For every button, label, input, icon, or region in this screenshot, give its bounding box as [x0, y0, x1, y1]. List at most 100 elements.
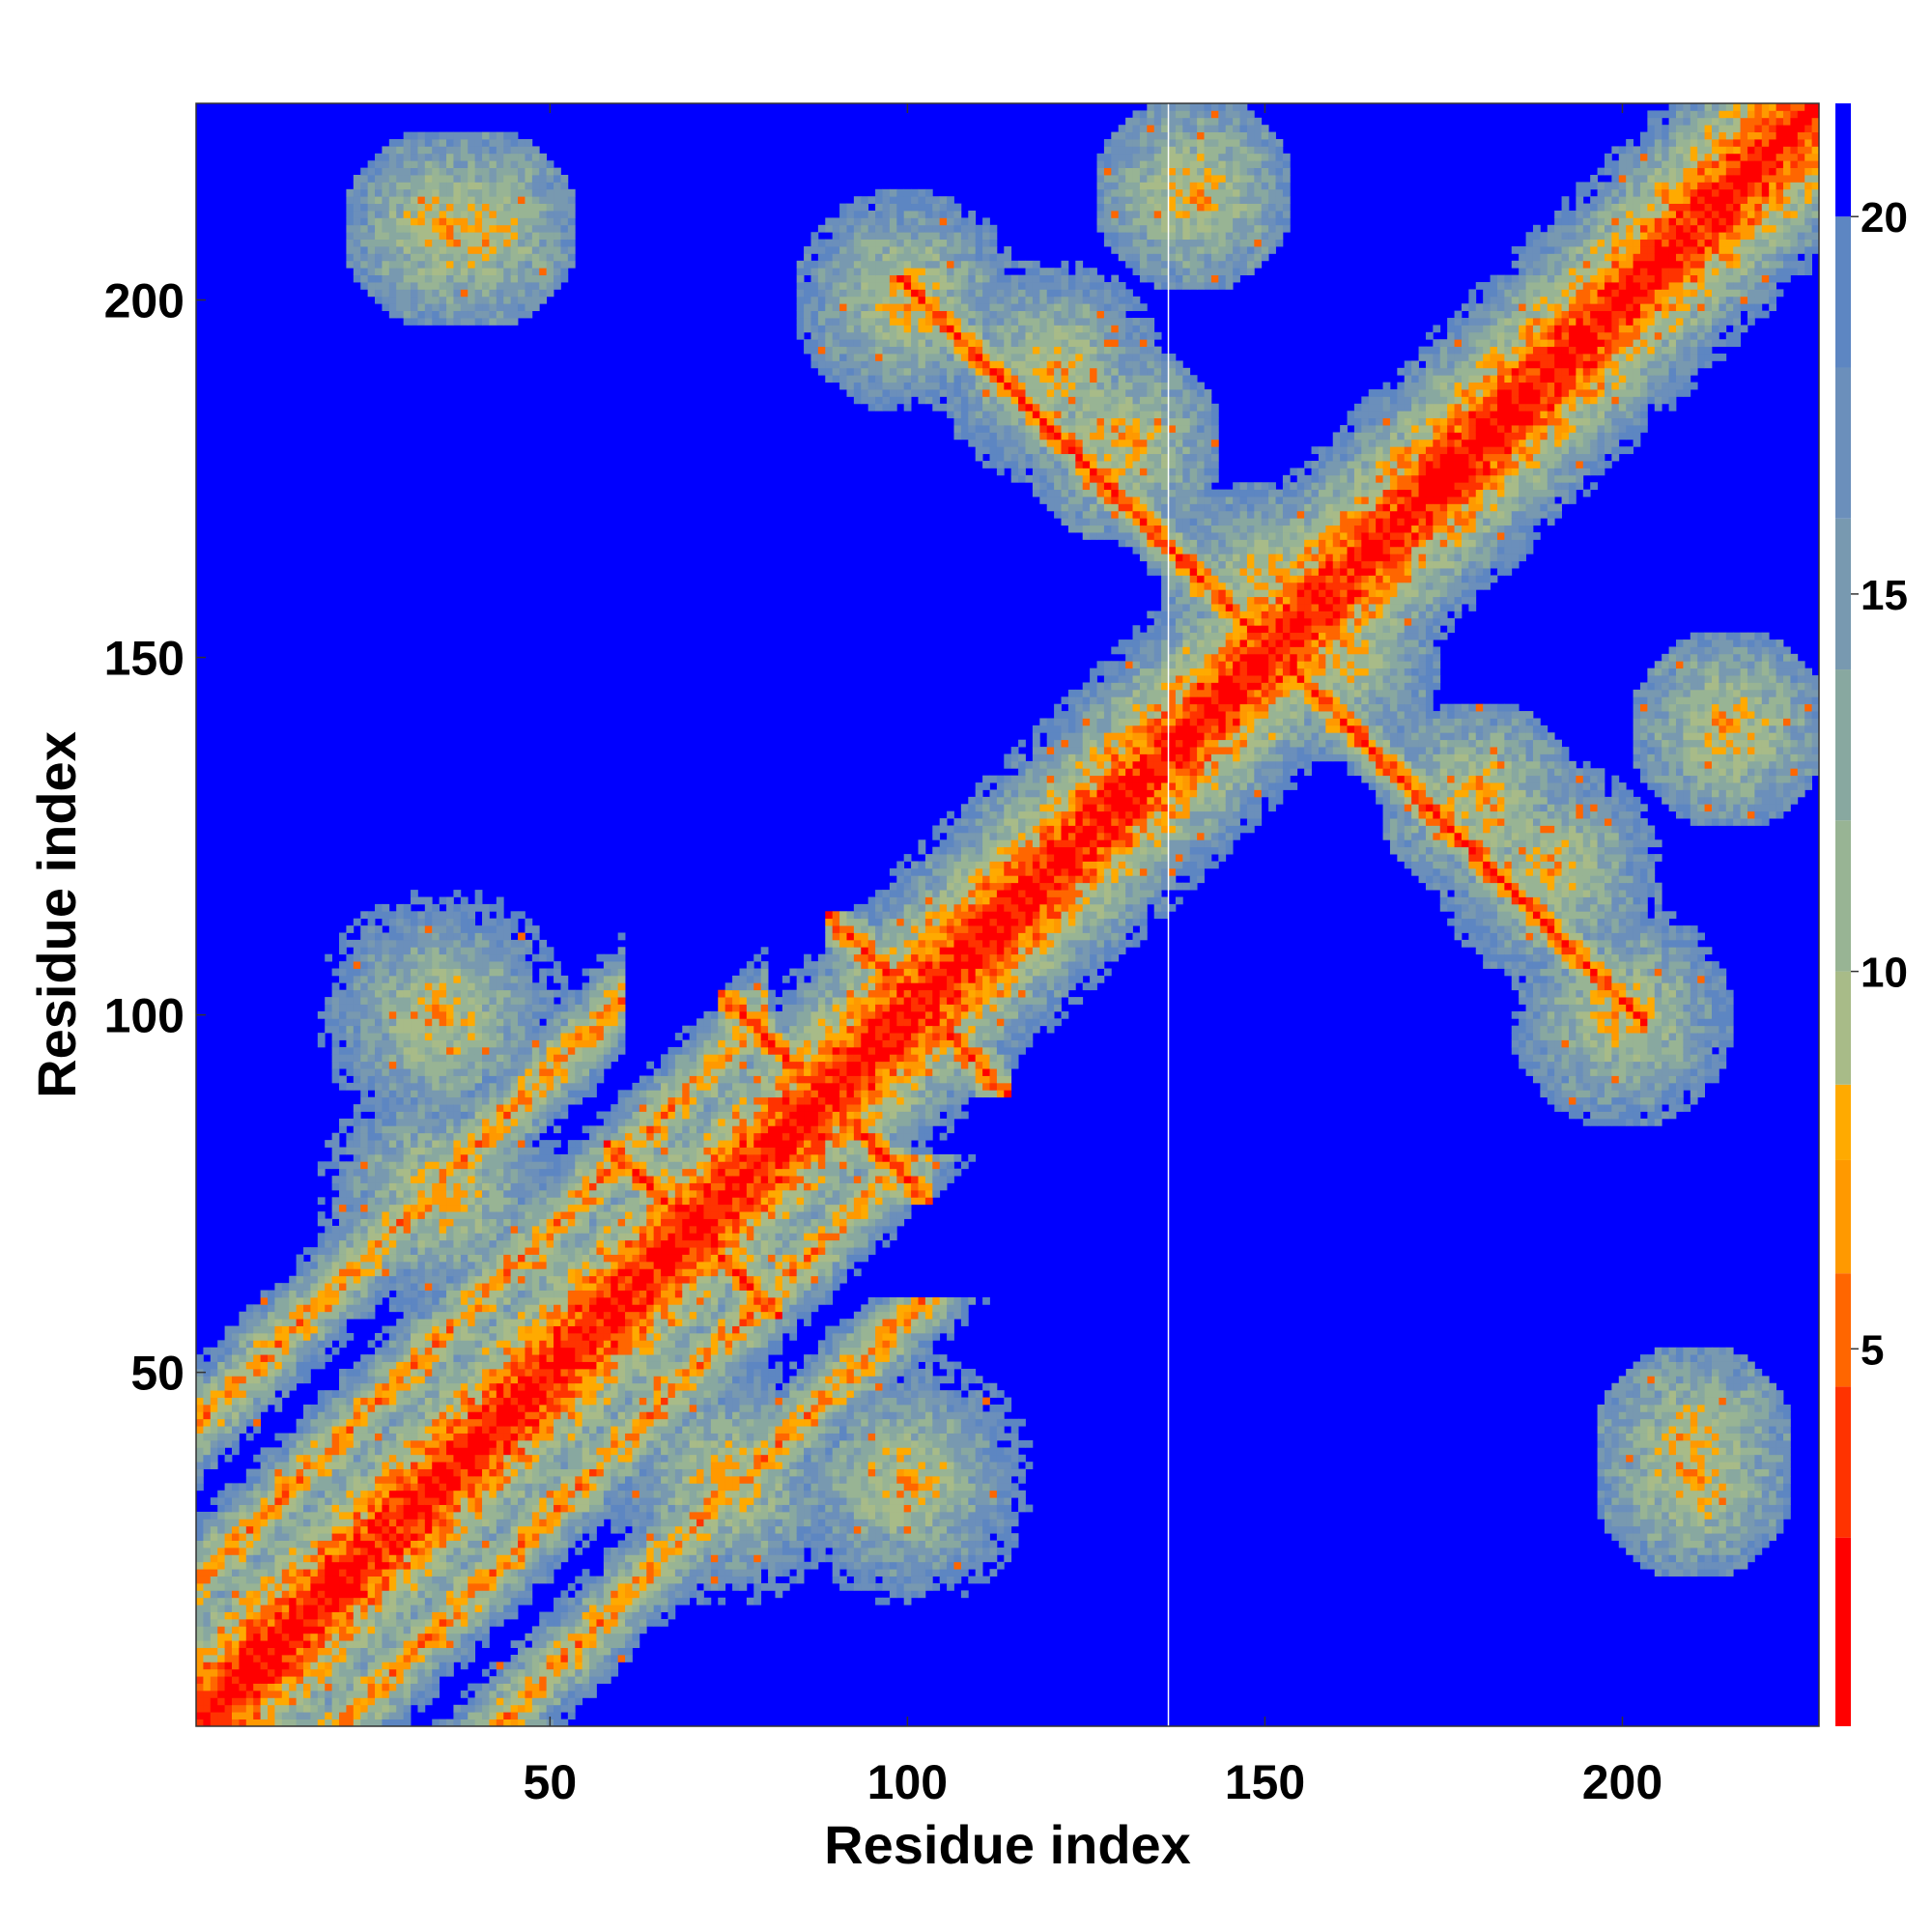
heatmap-cell	[539, 168, 547, 176]
heatmap-cell	[425, 1577, 433, 1584]
heatmap-cell	[475, 976, 483, 983]
heatmap-cell	[532, 1712, 540, 1719]
heatmap-cell	[339, 1083, 347, 1091]
heatmap-cell	[440, 1148, 447, 1155]
heatmap-cell	[289, 1291, 297, 1298]
heatmap-cell	[411, 990, 418, 998]
heatmap-cell	[489, 1619, 497, 1627]
heatmap-cell	[360, 933, 368, 941]
heatmap-cell	[375, 1440, 383, 1448]
heatmap-cell	[453, 1447, 461, 1455]
heatmap-cell	[446, 1125, 454, 1133]
heatmap-cell	[503, 1497, 511, 1505]
heatmap-cell	[404, 1255, 412, 1263]
heatmap-cell	[482, 289, 490, 297]
heatmap-cell	[453, 1655, 461, 1662]
heatmap-cell	[404, 1291, 412, 1298]
heatmap-cell	[425, 1233, 433, 1240]
heatmap-cell	[539, 232, 547, 240]
heatmap-cell	[475, 1719, 483, 1727]
heatmap-cell	[497, 1605, 504, 1612]
heatmap-cell	[518, 189, 526, 197]
heatmap-cell	[354, 1312, 361, 1320]
heatmap-cell	[382, 1712, 389, 1719]
heatmap-cell	[196, 1541, 204, 1548]
heatmap-cell	[446, 1154, 454, 1162]
heatmap-cell	[417, 961, 425, 969]
heatmap-cell	[368, 1405, 376, 1412]
heatmap-cell	[289, 1297, 297, 1305]
heatmap-cell	[325, 1519, 332, 1526]
heatmap-cell	[432, 940, 440, 948]
heatmap-cell	[396, 1612, 404, 1620]
heatmap-cell	[360, 282, 368, 290]
heatmap-cell	[396, 911, 404, 919]
heatmap-cell	[461, 1598, 469, 1605]
heatmap-cell	[368, 261, 376, 269]
heatmap-cell	[211, 1533, 218, 1541]
heatmap-cell	[497, 1340, 504, 1348]
heatmap-cell	[468, 1240, 475, 1248]
heatmap-cell	[375, 904, 383, 912]
heatmap-cell	[532, 217, 540, 225]
heatmap-cell	[282, 1548, 290, 1555]
heatmap-cell	[440, 268, 447, 275]
heatmap-cell	[539, 1040, 547, 1048]
heatmap-cell	[525, 175, 532, 183]
heatmap-cell	[489, 1133, 497, 1141]
heatmap-cell	[440, 1455, 447, 1463]
heatmap-cell	[303, 1469, 311, 1477]
heatmap-cell	[497, 1419, 504, 1427]
heatmap-cell	[417, 146, 425, 154]
heatmap-cell	[425, 997, 433, 1005]
heatmap-cell	[282, 1541, 290, 1548]
heatmap-cell	[239, 1333, 246, 1341]
heatmap-cell	[446, 311, 454, 319]
heatmap-cell	[289, 1512, 297, 1520]
heatmap-cell	[461, 261, 469, 269]
heatmap-cell	[282, 1455, 290, 1463]
heatmap-cell	[489, 1068, 497, 1076]
heatmap-cell	[417, 139, 425, 147]
heatmap-cell	[346, 1583, 354, 1591]
heatmap-cell	[404, 1054, 412, 1062]
heatmap-cell	[225, 1634, 233, 1641]
heatmap-cell	[303, 1426, 311, 1434]
heatmap-cell	[389, 1154, 397, 1162]
heatmap-cell	[396, 1083, 404, 1091]
heatmap-cell	[468, 1577, 475, 1584]
heatmap-cells	[196, 103, 1819, 1726]
heatmap-cell	[461, 1462, 469, 1469]
heatmap-cell	[389, 1176, 397, 1183]
heatmap-cell	[310, 1297, 318, 1305]
heatmap-cell	[532, 1491, 540, 1498]
heatmap-cell	[432, 1348, 440, 1355]
heatmap-cell	[461, 311, 469, 319]
heatmap-cell	[461, 1577, 469, 1584]
heatmap-cell	[468, 1104, 475, 1112]
heatmap-cell	[389, 1469, 397, 1477]
heatmap-cell	[417, 1398, 425, 1406]
heatmap-cell	[396, 1390, 404, 1398]
heatmap-cell	[532, 1505, 540, 1513]
heatmap-cell	[217, 1411, 225, 1419]
heatmap-cell	[468, 1434, 475, 1441]
heatmap-cell	[396, 961, 404, 969]
heatmap-cell	[325, 1161, 332, 1169]
heatmap-cell	[253, 1411, 261, 1419]
heatmap-cell	[268, 1312, 275, 1320]
heatmap-cell	[396, 1033, 404, 1040]
heatmap-cell	[261, 1319, 269, 1326]
heatmap-cell	[425, 1411, 433, 1419]
heatmap-cell	[310, 1411, 318, 1419]
heatmap-cell	[461, 1054, 469, 1062]
heatmap-cell	[211, 1554, 218, 1562]
heatmap-cell	[511, 1476, 519, 1484]
heatmap-cell	[396, 1690, 404, 1698]
heatmap-cell	[382, 1612, 389, 1620]
heatmap-cell	[274, 1541, 282, 1548]
heatmap-cell	[532, 1554, 540, 1562]
heatmap-cell	[360, 182, 368, 189]
heatmap-cell	[475, 1283, 483, 1291]
heatmap-cell	[475, 146, 483, 154]
